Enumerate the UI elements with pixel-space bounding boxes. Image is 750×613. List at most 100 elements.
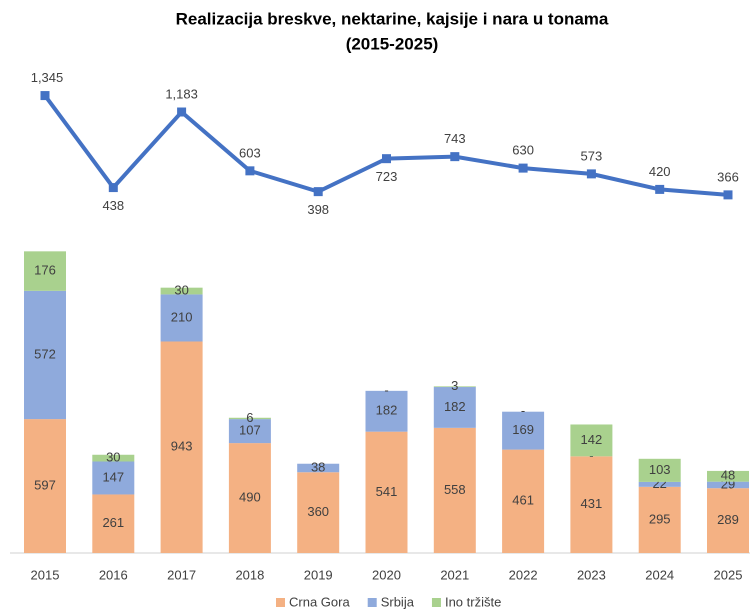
bar-segment bbox=[92, 454, 135, 462]
line-label: 743 bbox=[444, 131, 466, 146]
legend-swatch bbox=[276, 598, 285, 607]
line-marker bbox=[518, 163, 528, 173]
data-label: 147 bbox=[102, 469, 124, 484]
legend-label: Crna Gora bbox=[289, 594, 350, 609]
data-label: 169 bbox=[512, 422, 534, 437]
line-label: 573 bbox=[581, 148, 603, 163]
line-marker bbox=[177, 107, 187, 117]
bar-segment bbox=[707, 481, 749, 489]
bar-segment bbox=[228, 443, 271, 553]
line-label: 1,183 bbox=[165, 86, 198, 101]
data-label: 142 bbox=[581, 432, 603, 447]
bar-segment bbox=[24, 251, 66, 291]
line-marker bbox=[586, 169, 596, 179]
line-label: 398 bbox=[307, 202, 329, 217]
data-label: 431 bbox=[581, 496, 603, 511]
data-label: 461 bbox=[512, 493, 534, 508]
data-label: 558 bbox=[444, 482, 466, 497]
line-marker bbox=[108, 183, 118, 193]
bar-segment bbox=[502, 411, 545, 450]
bar-segment bbox=[433, 386, 476, 388]
legend-label: Srbija bbox=[381, 594, 415, 609]
line-marker bbox=[382, 154, 391, 164]
bar-segment bbox=[365, 431, 408, 553]
bar-segment bbox=[365, 390, 408, 432]
x-tick-label: 2015 bbox=[31, 567, 60, 582]
data-label: 107 bbox=[239, 423, 261, 438]
data-label: 210 bbox=[171, 309, 193, 324]
line-label: 603 bbox=[239, 145, 261, 160]
legend-swatch bbox=[367, 598, 377, 607]
x-tick-label: 2016 bbox=[99, 567, 128, 582]
x-tick-label: 2022 bbox=[509, 567, 538, 582]
data-label: 597 bbox=[34, 477, 56, 492]
data-label: - bbox=[521, 403, 525, 418]
bar-segment bbox=[297, 472, 340, 553]
line-marker bbox=[655, 184, 665, 194]
data-label: 261 bbox=[102, 515, 124, 530]
bar-segment bbox=[160, 341, 203, 553]
data-label: 295 bbox=[649, 511, 671, 526]
x-tick-label: 2019 bbox=[304, 567, 333, 582]
data-label: 103 bbox=[649, 462, 671, 477]
x-tick-label: 2023 bbox=[577, 567, 606, 582]
bar-segment bbox=[92, 461, 135, 495]
line-marker bbox=[723, 190, 733, 200]
bar-segment bbox=[297, 463, 340, 473]
data-label: 943 bbox=[171, 439, 193, 454]
data-label: 541 bbox=[376, 484, 398, 499]
data-label: 6 bbox=[246, 410, 253, 425]
x-tick-label: 2017 bbox=[167, 567, 196, 582]
bar-segment bbox=[24, 290, 66, 420]
line-label: 723 bbox=[376, 169, 398, 184]
data-label: - bbox=[384, 382, 388, 397]
bar-segment bbox=[638, 458, 681, 482]
line-label: 438 bbox=[102, 198, 124, 213]
bar-segment bbox=[707, 488, 749, 553]
legend-label: Ino tržište bbox=[445, 594, 501, 609]
bar-segment bbox=[638, 481, 681, 487]
chart-subtitle: (2015-2025) bbox=[346, 34, 439, 53]
data-label: 176 bbox=[34, 263, 56, 278]
bar-segment bbox=[228, 419, 271, 444]
data-label: 3 bbox=[451, 378, 458, 393]
line-marker bbox=[245, 166, 255, 176]
data-label: 182 bbox=[376, 403, 398, 418]
bar-segment bbox=[433, 427, 476, 553]
line-marker bbox=[40, 91, 50, 101]
data-label: 30 bbox=[174, 282, 188, 297]
bar-segment bbox=[707, 470, 749, 482]
line-label: 1,345 bbox=[31, 70, 64, 85]
data-label: 490 bbox=[239, 489, 261, 504]
data-label: 289 bbox=[717, 512, 739, 527]
bar-segment bbox=[160, 287, 203, 295]
x-tick-label: 2024 bbox=[645, 567, 674, 582]
data-label: 30 bbox=[106, 450, 120, 465]
bar-segment bbox=[24, 419, 66, 553]
line-marker bbox=[450, 152, 460, 162]
bar-segment bbox=[92, 494, 135, 553]
data-label: 38 bbox=[311, 459, 325, 474]
x-tick-label: 2020 bbox=[372, 567, 401, 582]
bar-segment bbox=[570, 424, 613, 457]
bar-segment bbox=[433, 387, 476, 428]
line-label: 366 bbox=[717, 169, 739, 184]
line-label: 420 bbox=[649, 164, 671, 179]
data-label: 48 bbox=[721, 468, 735, 483]
data-label: 360 bbox=[307, 504, 329, 519]
data-label: 182 bbox=[444, 399, 466, 414]
legend-swatch bbox=[431, 598, 441, 607]
x-tick-label: 2021 bbox=[440, 567, 469, 582]
bar-segment bbox=[570, 456, 613, 553]
bar-segment bbox=[228, 417, 271, 420]
bar-segment bbox=[638, 486, 681, 553]
bar-segment bbox=[502, 449, 545, 553]
bar-segment bbox=[160, 294, 203, 342]
chart-title: Realizacija breskve, nektarine, kajsije … bbox=[176, 9, 609, 28]
line-label: 630 bbox=[512, 143, 534, 158]
data-label: 572 bbox=[34, 346, 56, 361]
x-tick-label: 2025 bbox=[714, 567, 743, 582]
line-marker bbox=[313, 187, 323, 197]
x-tick-label: 2018 bbox=[235, 567, 264, 582]
